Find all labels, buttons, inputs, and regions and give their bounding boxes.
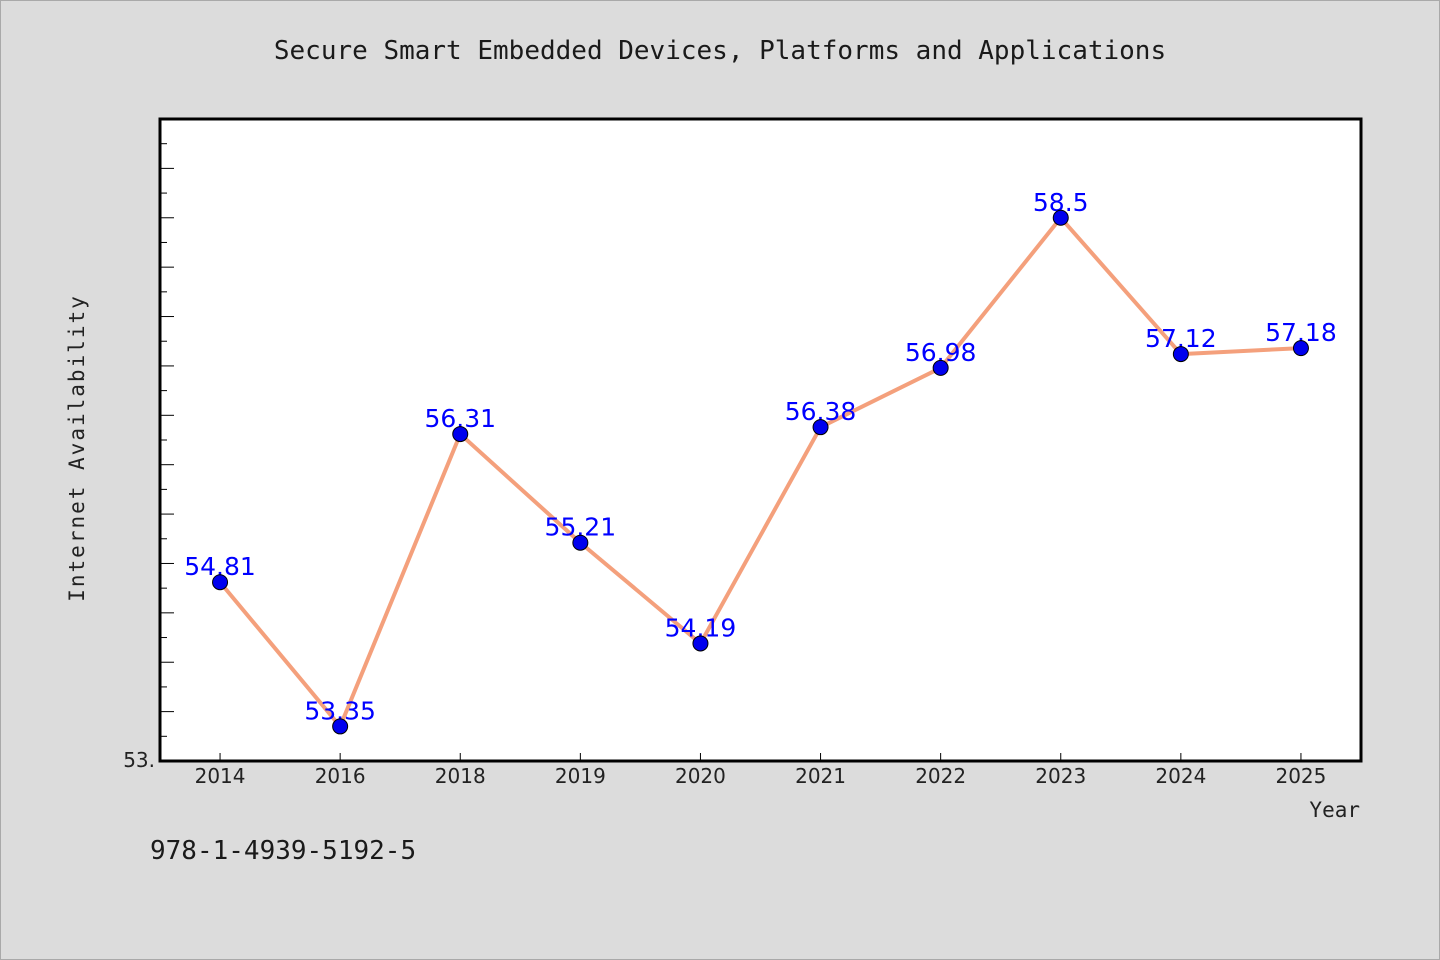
data-point: [1292, 340, 1309, 357]
x-tick-label: 2021: [795, 764, 846, 788]
data-point: [212, 574, 229, 591]
data-point: [812, 419, 829, 436]
data-point: [452, 426, 469, 443]
y-axis-label: Internet Availability: [65, 294, 89, 602]
y-tick-label: 53.: [123, 748, 155, 772]
data-point: [332, 718, 349, 735]
x-tick-label: 2022: [915, 764, 966, 788]
data-point: [1172, 346, 1189, 363]
data-point: [1052, 209, 1069, 226]
x-tick-label: 2019: [555, 764, 606, 788]
x-tick-label: 2014: [195, 764, 246, 788]
x-tick-label: 2024: [1155, 764, 1206, 788]
series-line: [218, 215, 1302, 729]
data-point: [692, 635, 709, 652]
data-point: [572, 534, 589, 551]
x-tick-label: 2023: [1035, 764, 1086, 788]
data-labels: 54.8153.3556.3155.2154.1956.3856.9858.55…: [184, 188, 1336, 726]
x-tick-label: 2025: [1275, 764, 1326, 788]
series-markers: [212, 209, 1309, 735]
chart-title: Secure Smart Embedded Devices, Platforms…: [273, 36, 1167, 66]
y-axis-ticks: [160, 118, 174, 762]
x-tick-label: 2018: [435, 764, 486, 788]
x-tick-label: 2016: [315, 764, 366, 788]
isbn-footer: 978-1-4939-5192-5: [150, 836, 417, 866]
x-axis-label: Year: [1309, 798, 1360, 822]
series-polyline: [218, 215, 1302, 729]
x-tick-label: 2020: [675, 764, 726, 788]
x-axis-tick-labels: 2014 2016 2018 2019 2020 2021 2022 2023 2024 2025: [195, 753, 1326, 788]
data-point: [932, 359, 949, 376]
plot-area: [158, 117, 1363, 763]
